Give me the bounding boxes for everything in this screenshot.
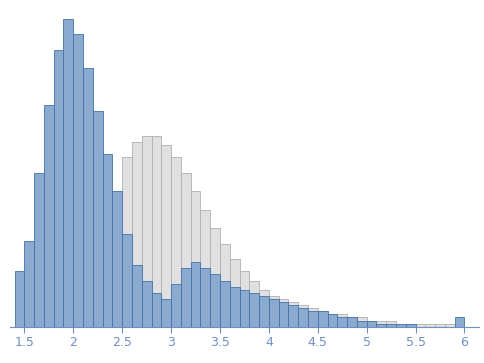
Bar [406,324,416,327]
Bar [288,305,298,327]
Bar [112,197,122,327]
Bar [328,314,337,327]
Bar [454,318,465,327]
Bar [357,318,367,327]
Bar [230,259,240,327]
Bar [406,324,416,327]
Bar [142,281,151,327]
Bar [83,68,93,327]
Bar [259,290,269,327]
Bar [337,318,347,327]
Bar [445,324,454,327]
Bar [386,324,396,327]
Bar [161,299,171,327]
Bar [240,290,249,327]
Bar [171,284,181,327]
Bar [249,293,259,327]
Bar [377,324,386,327]
Bar [181,173,191,327]
Bar [269,296,279,327]
Bar [357,321,367,327]
Bar [396,324,406,327]
Bar [210,274,220,327]
Bar [328,314,337,327]
Bar [318,311,328,327]
Bar [132,142,142,327]
Bar [269,299,279,327]
Bar [279,299,288,327]
Bar [337,314,347,327]
Bar [161,145,171,327]
Bar [416,324,425,327]
Bar [171,158,181,327]
Bar [396,324,406,327]
Bar [249,281,259,327]
Bar [142,136,151,327]
Bar [54,50,63,327]
Bar [151,293,161,327]
Bar [122,234,132,327]
Bar [308,308,318,327]
Bar [191,191,200,327]
Bar [298,308,308,327]
Bar [103,250,112,327]
Bar [63,19,73,327]
Bar [34,173,44,327]
Bar [83,311,93,327]
Bar [93,290,103,327]
Bar [191,262,200,327]
Bar [435,324,445,327]
Bar [200,210,210,327]
Bar [367,321,377,327]
Bar [318,311,328,327]
Bar [73,34,83,327]
Bar [181,268,191,327]
Bar [220,281,230,327]
Bar [122,158,132,327]
Bar [24,241,34,327]
Bar [259,296,269,327]
Bar [367,321,377,327]
Bar [347,318,357,327]
Bar [200,268,210,327]
Bar [298,305,308,327]
Bar [377,321,386,327]
Bar [103,154,112,327]
Bar [151,136,161,327]
Bar [220,244,230,327]
Bar [279,302,288,327]
Bar [132,265,142,327]
Bar [425,324,435,327]
Bar [93,111,103,327]
Bar [112,191,122,327]
Bar [15,271,24,327]
Bar [347,318,357,327]
Bar [308,311,318,327]
Bar [210,228,220,327]
Bar [288,302,298,327]
Bar [44,105,54,327]
Bar [240,271,249,327]
Bar [386,321,396,327]
Bar [230,287,240,327]
